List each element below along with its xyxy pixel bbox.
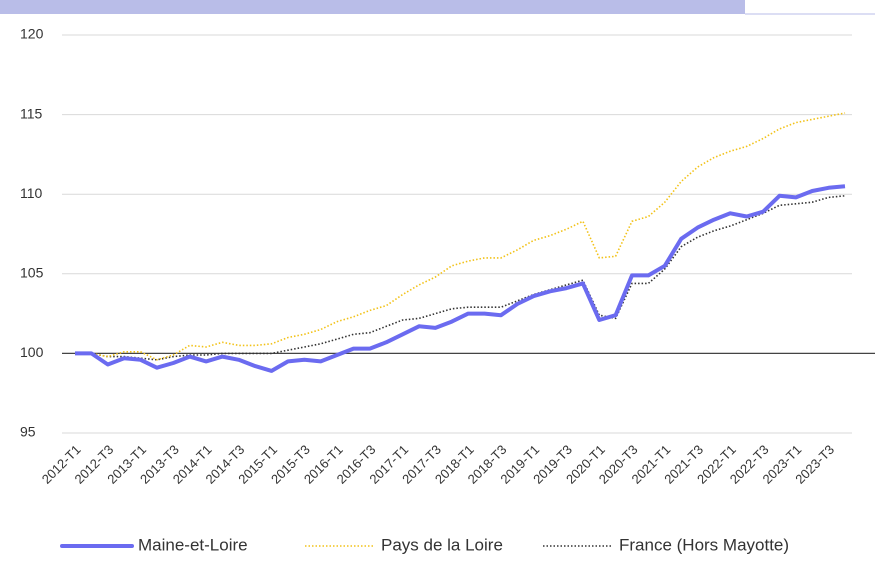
y-tick-label: 95 xyxy=(20,424,36,440)
series-line xyxy=(75,195,846,361)
y-tick-label: 100 xyxy=(20,344,44,360)
y-tick-label: 105 xyxy=(20,265,44,281)
legend-label: Pays de la Loire xyxy=(381,535,503,554)
y-tick-label: 110 xyxy=(20,185,43,201)
header-band xyxy=(0,0,745,14)
y-tick-label: 120 xyxy=(20,26,44,42)
series-line xyxy=(75,184,846,373)
y-tick-label: 115 xyxy=(20,105,43,121)
legend-label: Maine-et-Loire xyxy=(138,535,248,554)
series-line xyxy=(75,112,846,361)
legend-label: France (Hors Mayotte) xyxy=(619,535,789,554)
